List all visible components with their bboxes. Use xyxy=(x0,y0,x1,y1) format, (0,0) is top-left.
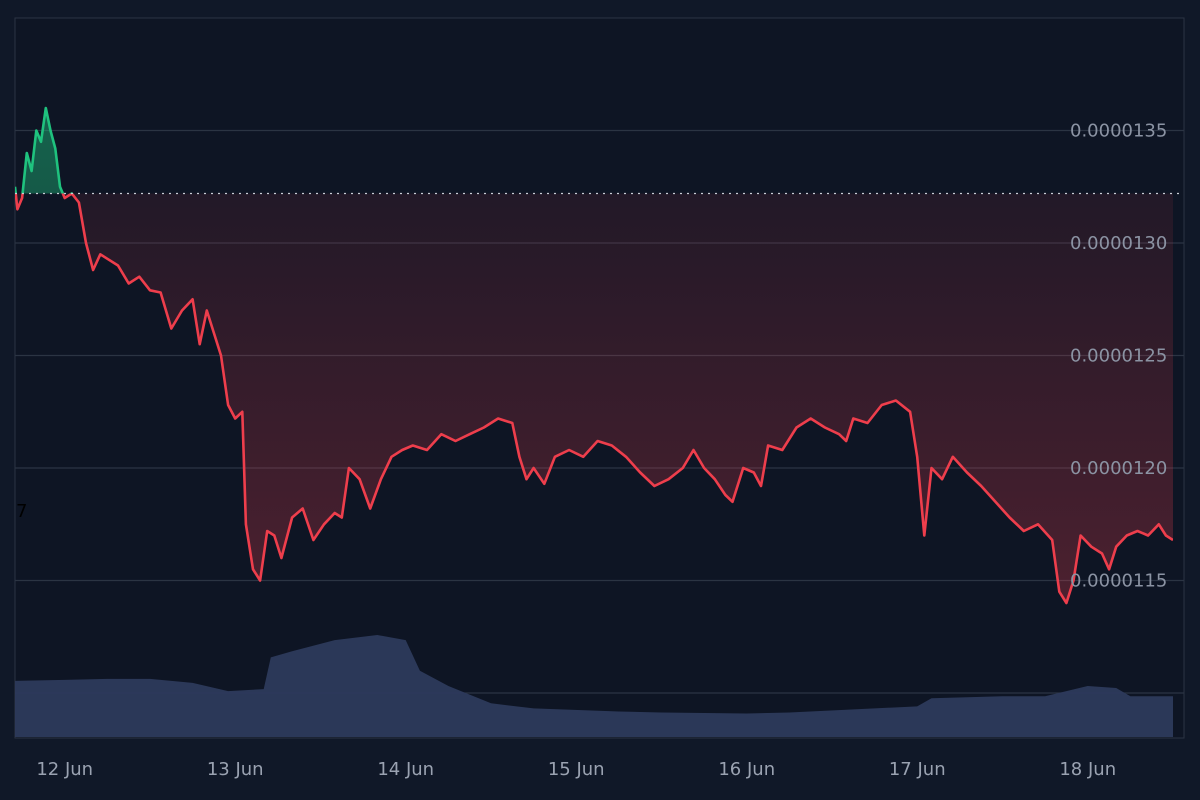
x-tick-label-3: 15 Jun xyxy=(548,759,605,780)
y-tick-label-4: 0.0000115 xyxy=(1070,571,1167,592)
x-tick-label-6: 18 Jun xyxy=(1059,759,1116,780)
volume-fill xyxy=(15,635,1173,737)
x-tick-label-0: 12 Jun xyxy=(36,759,93,780)
x-tick-label-5: 17 Jun xyxy=(889,759,946,780)
price-line-down xyxy=(15,193,1173,605)
x-tick-label-4: 16 Jun xyxy=(718,759,775,780)
y-tick-label-2: 0.0000125 xyxy=(1070,346,1167,367)
price-series xyxy=(15,106,1173,605)
x-axis-labels: 12 Jun 13 Jun 14 Jun 15 Jun 16 Jun 17 Jun 18 J… xyxy=(36,759,1116,780)
x-tick-label-1: 13 Jun xyxy=(207,759,264,780)
y-tick-label-1: 0.0000130 xyxy=(1070,233,1167,254)
y-axis-labels: 0.0000135 0.0000130 0.0000125 0.0000120 0.00… xyxy=(1070,121,1167,592)
y-tick-label-3: 0.0000120 xyxy=(1070,458,1167,479)
price-below-reference xyxy=(15,193,1173,605)
x-tick-label-2: 14 Jun xyxy=(377,759,434,780)
left-edge-label: 7 xyxy=(16,501,27,522)
price-fill-down xyxy=(15,193,1173,603)
y-tick-label-0: 0.0000135 xyxy=(1070,121,1167,142)
volume-area xyxy=(15,635,1173,737)
